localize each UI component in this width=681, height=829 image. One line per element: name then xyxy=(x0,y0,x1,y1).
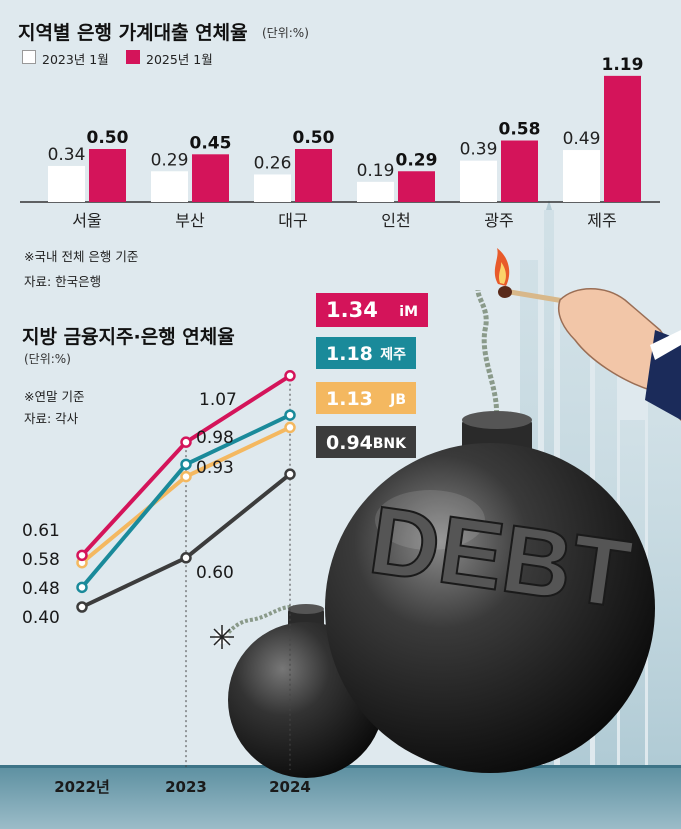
bar-value-label: 0.39 xyxy=(460,140,498,160)
series-point xyxy=(284,421,296,434)
bar-2025 xyxy=(604,75,641,202)
line-chart-source: 자료: 각사 xyxy=(24,411,79,426)
bar-2023 xyxy=(563,150,600,202)
hand-icon xyxy=(558,288,681,422)
bar-2023 xyxy=(254,174,291,202)
line-chart-unit: (단위:%) xyxy=(24,352,71,366)
line-chart: 2022년 2023 2024 0.61 0.48 0.58 0.40 1.07 0.98 0.9… xyxy=(22,293,428,796)
bar-chart-source: 자료: 한국은행 xyxy=(24,274,102,289)
series-label-box xyxy=(316,337,416,369)
value-label-2023: 0.60 xyxy=(196,563,234,583)
bar-chart-title: 지역별 은행 가계대출 연체율 xyxy=(18,22,248,44)
legend-label-2023: 2023년 1월 xyxy=(42,52,109,67)
value-label-2024: 1.34 xyxy=(326,298,378,322)
series-point xyxy=(76,601,88,613)
bar-category-label: 인천 xyxy=(381,211,410,230)
legend-swatch-2023 xyxy=(22,50,36,64)
series-point xyxy=(284,370,296,382)
year-tick-label: 2024 xyxy=(269,778,311,796)
bar-2025 xyxy=(501,140,538,202)
bar-chart-note: ※국내 전체 은행 기준 xyxy=(24,249,139,264)
series-point xyxy=(284,468,296,480)
series-label-box xyxy=(316,426,416,458)
water-band xyxy=(0,765,681,829)
year-tick-label: 2023 xyxy=(165,778,207,796)
bar-2023 xyxy=(460,160,497,202)
bar-value-label: 0.49 xyxy=(563,129,601,149)
bar-category-label: 부산 xyxy=(175,211,205,230)
bar-value-label: 0.19 xyxy=(357,161,395,181)
series-point xyxy=(76,549,88,562)
year-tick-label: 2022년 xyxy=(54,778,110,796)
value-label-2024: 0.94 xyxy=(326,432,373,454)
bar-2025 xyxy=(192,154,229,202)
bar-2025 xyxy=(295,149,332,202)
bar-2023 xyxy=(48,165,85,202)
value-label-2023: 0.98 xyxy=(196,428,234,448)
bar-value-label: 0.50 xyxy=(87,128,129,148)
value-label-2022: 0.61 xyxy=(22,521,60,541)
bar-chart: 0.340.50서울0.290.45부산0.260.50대구0.190.29인천… xyxy=(20,55,660,230)
series-label-box xyxy=(316,293,428,327)
line-chart-note: ※연말 기준 xyxy=(24,389,85,404)
series-point xyxy=(180,458,192,471)
bar-value-label: 0.29 xyxy=(151,150,189,170)
bar-value-label: 1.19 xyxy=(602,55,644,75)
bar-2025 xyxy=(89,149,126,202)
bomb-icon: DEBT xyxy=(325,289,655,773)
bar-category-label: 서울 xyxy=(72,211,101,230)
bar-category-label: 제주 xyxy=(587,211,616,230)
bar-2023 xyxy=(151,171,188,202)
bar-value-label: 0.58 xyxy=(499,120,541,140)
bar-2025 xyxy=(398,171,435,202)
bar-chart-unit: (단위:%) xyxy=(262,26,309,40)
series-name-label: JB xyxy=(389,392,406,408)
value-label-2022: 0.40 xyxy=(22,608,60,628)
value-label-2023: 0.93 xyxy=(196,458,234,478)
series-point xyxy=(180,436,192,448)
line-chart-title: 지방 금융지주·은행 연체율 xyxy=(22,326,235,348)
series-name-label: BNK xyxy=(373,436,407,452)
bar-value-label: 0.45 xyxy=(190,133,232,153)
value-label-2022: 0.48 xyxy=(22,579,60,599)
series-point xyxy=(180,470,192,483)
bar-value-label: 0.50 xyxy=(293,128,335,148)
series-name-label: iM xyxy=(399,304,418,320)
bar-value-label: 0.29 xyxy=(396,150,438,170)
value-label-2024: 1.13 xyxy=(326,388,373,410)
series-name-label: 제주 xyxy=(380,347,406,363)
value-label-2024: 1.18 xyxy=(326,343,373,365)
bar-value-label: 0.34 xyxy=(48,145,86,165)
value-label-2022: 0.58 xyxy=(22,550,60,570)
bar-value-label: 0.26 xyxy=(254,153,292,173)
series-point xyxy=(180,552,192,564)
value-label-2023: 1.07 xyxy=(199,390,237,410)
legend-label-2025: 2025년 1월 xyxy=(146,52,213,67)
series-point xyxy=(76,581,88,594)
bar-2023 xyxy=(357,181,394,202)
bar-category-label: 광주 xyxy=(484,211,513,230)
series-label-box xyxy=(316,382,416,414)
bar-category-label: 대구 xyxy=(278,211,307,230)
series-point xyxy=(284,409,296,421)
legend-swatch-2025 xyxy=(126,50,140,64)
